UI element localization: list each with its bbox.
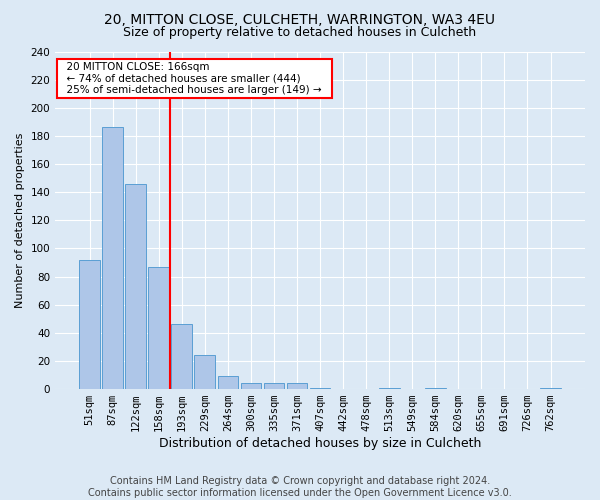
Bar <box>148 266 169 389</box>
Bar <box>218 376 238 389</box>
Bar <box>172 324 192 389</box>
Text: 20 MITTON CLOSE: 166sqm  
  ← 74% of detached houses are smaller (444)  
  25% o: 20 MITTON CLOSE: 166sqm ← 74% of detache… <box>61 62 329 95</box>
X-axis label: Distribution of detached houses by size in Culcheth: Distribution of detached houses by size … <box>159 437 481 450</box>
Bar <box>102 128 123 389</box>
Bar <box>379 388 400 389</box>
Bar <box>241 384 262 389</box>
Bar <box>287 384 307 389</box>
Bar <box>425 388 446 389</box>
Text: Contains HM Land Registry data © Crown copyright and database right 2024.
Contai: Contains HM Land Registry data © Crown c… <box>88 476 512 498</box>
Bar <box>79 260 100 389</box>
Bar <box>310 388 331 389</box>
Bar <box>540 388 561 389</box>
Y-axis label: Number of detached properties: Number of detached properties <box>15 132 25 308</box>
Bar <box>125 184 146 389</box>
Bar <box>263 384 284 389</box>
Bar <box>194 356 215 389</box>
Text: Size of property relative to detached houses in Culcheth: Size of property relative to detached ho… <box>124 26 476 39</box>
Text: 20, MITTON CLOSE, CULCHETH, WARRINGTON, WA3 4EU: 20, MITTON CLOSE, CULCHETH, WARRINGTON, … <box>104 12 496 26</box>
